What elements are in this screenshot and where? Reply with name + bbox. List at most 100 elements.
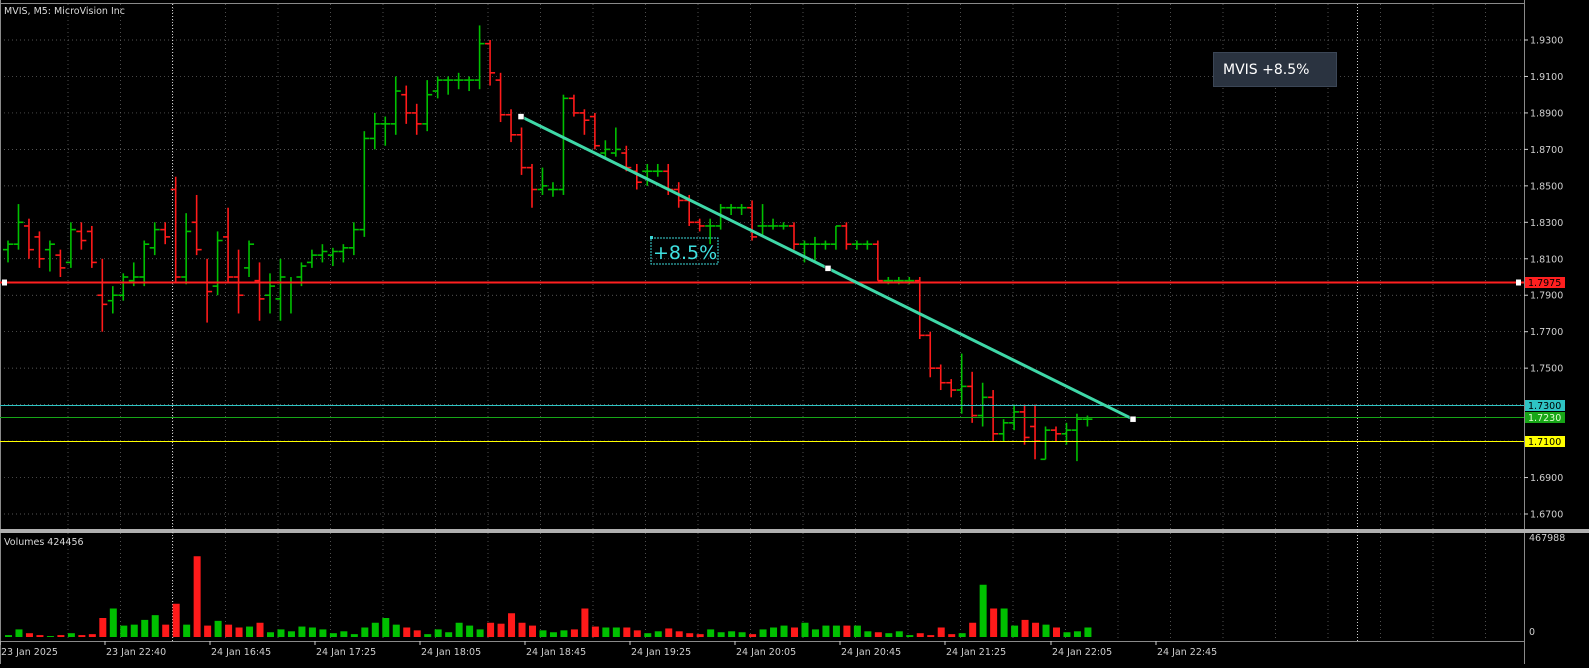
volume-bar	[1042, 624, 1050, 637]
volume-bar	[623, 627, 631, 637]
volume-max-label: 467988	[1529, 533, 1565, 544]
volume-bar	[853, 625, 861, 637]
trend-label-box[interactable]: +8.5%	[650, 236, 719, 265]
volume-bar	[811, 629, 819, 637]
volume-bar	[916, 633, 924, 637]
price-tick-label: 1.8700	[1530, 145, 1563, 156]
volume-bar	[151, 615, 159, 637]
volume-bar	[455, 622, 463, 637]
volume-bar	[770, 627, 778, 637]
price-tick-label: 1.7700	[1530, 327, 1563, 338]
volume-bar	[497, 623, 505, 637]
price-tick-label: 1.6900	[1530, 473, 1563, 484]
volume-bar	[885, 633, 893, 637]
volume-bar	[780, 625, 788, 637]
volume-bar	[382, 618, 390, 637]
volume-bar	[487, 622, 495, 637]
volume-bar	[570, 629, 578, 637]
volume-bar	[791, 627, 798, 637]
price-tick-label: 1.9100	[1530, 72, 1563, 83]
price-tick-label: 1.8100	[1530, 254, 1563, 265]
volume-bar	[979, 584, 987, 637]
volume-bar	[183, 624, 191, 637]
yellow-level-label: 1.7100	[1528, 437, 1561, 448]
price-tick-label: 1.8900	[1530, 108, 1563, 119]
volume-bar	[675, 631, 683, 637]
volume-bar	[361, 627, 369, 637]
volume-bar	[15, 629, 23, 637]
trendline-group[interactable]	[517, 113, 1137, 423]
volume-bar	[424, 634, 432, 637]
volume-bar	[267, 632, 274, 637]
volume-bar	[874, 632, 882, 637]
volume-bar	[277, 629, 285, 637]
volume-bar	[906, 635, 914, 637]
volume-bar	[120, 625, 128, 637]
level-handle-right	[1516, 279, 1521, 286]
volume-bar	[214, 620, 222, 637]
time-label: 23 Jan 2025	[1, 647, 58, 658]
volume-bar	[801, 622, 809, 637]
volume-bar	[518, 622, 526, 637]
volume-zero-label: 0	[1529, 627, 1535, 638]
volume-bar	[707, 629, 715, 637]
volume-bar	[5, 635, 12, 637]
cyan-level-label: 1.7300	[1528, 401, 1561, 412]
cyan-level-label-bg	[1525, 400, 1565, 411]
volume-bar	[319, 629, 327, 637]
volume-bar	[822, 625, 830, 637]
volume-bar	[172, 603, 180, 637]
volume-bar	[937, 627, 945, 637]
volume-bar	[843, 625, 851, 637]
volume-bar	[225, 624, 233, 637]
volume-bar	[728, 631, 736, 637]
price-tick-label: 1.6700	[1530, 510, 1563, 521]
volume-bar	[958, 633, 966, 637]
volume-bar	[403, 627, 411, 637]
volume-bar	[287, 631, 295, 637]
level-handle-left	[2, 279, 7, 286]
time-label: 24 Jan 18:45	[526, 647, 586, 658]
volume-bar	[633, 630, 641, 637]
red-level-label-bg	[1525, 277, 1565, 288]
volume-bar	[612, 627, 620, 637]
price-tick-label: 1.7900	[1530, 291, 1563, 302]
volume-bar	[46, 636, 54, 637]
volume-bar	[644, 633, 652, 637]
volume-bar	[204, 625, 212, 637]
volume-bar	[141, 619, 149, 637]
volume-bar	[434, 629, 442, 637]
volume-bar	[1000, 608, 1008, 637]
volume-bar	[67, 633, 75, 637]
volume-bar	[193, 556, 201, 637]
volume-bar	[969, 622, 977, 637]
volume-bar	[476, 629, 484, 637]
volume-bar	[392, 624, 400, 637]
volume-title: Volumes 424456	[4, 537, 84, 548]
price-bars	[3, 25, 1093, 462]
volume-bar	[927, 635, 935, 637]
volume-bar	[340, 631, 348, 637]
volume-bar	[1073, 631, 1081, 637]
time-label: 23 Jan 22:40	[106, 647, 166, 658]
volume-bar	[371, 622, 379, 637]
trendline-handle	[517, 113, 525, 120]
volume-bar	[36, 635, 44, 637]
volume-bar	[560, 630, 568, 637]
volume-bar	[109, 608, 117, 637]
volume-bar	[602, 627, 610, 637]
volume-bar	[1053, 627, 1060, 637]
price-tick-label: 1.8300	[1530, 218, 1563, 229]
time-label: 24 Jan 20:45	[841, 647, 901, 658]
volume-bar	[539, 630, 547, 637]
volume-bar	[78, 635, 86, 637]
panel-divider[interactable]	[0, 529, 1589, 533]
volume-bar	[654, 631, 662, 637]
volume-bar	[350, 634, 358, 637]
volume-bar	[665, 628, 673, 637]
volume-bar	[57, 635, 65, 637]
volume-bar	[466, 625, 474, 637]
